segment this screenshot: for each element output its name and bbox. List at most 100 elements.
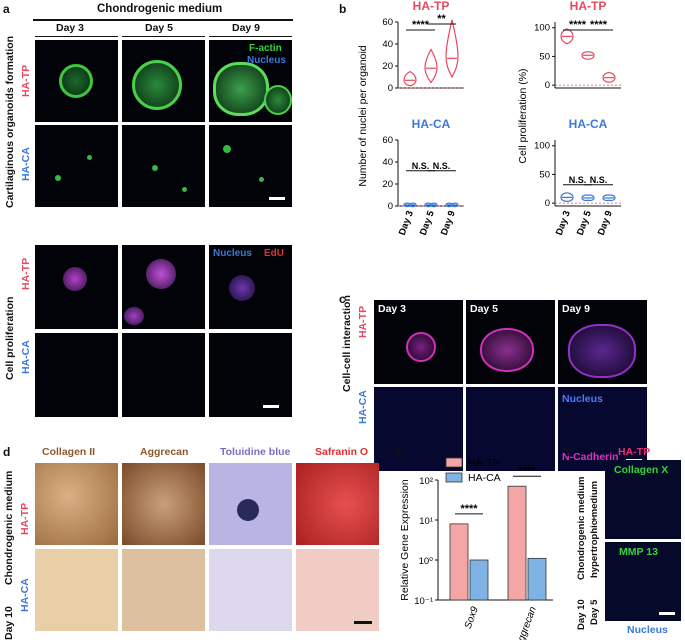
edu-cluster xyxy=(63,267,87,291)
cell xyxy=(223,145,231,153)
scale-bar xyxy=(269,197,285,200)
sig-label: N.S. xyxy=(433,161,451,171)
legend-swatch xyxy=(445,472,463,483)
x-tick-label: Day 5 xyxy=(575,209,594,237)
x-tick-label: Day 9 xyxy=(596,209,615,237)
image-d-ca-collagen xyxy=(35,549,118,631)
image-a-tp-day9: F-actin Nucleus xyxy=(209,40,292,122)
bar xyxy=(527,557,547,601)
image-d-tp-safranin xyxy=(296,463,379,545)
panel-c-row-tp: HA-TP xyxy=(357,305,369,338)
panel-f-side-label3: Day 10 xyxy=(576,599,587,630)
y-tick-label: 20 xyxy=(382,179,393,190)
panel-d-row-ca: HA-CA xyxy=(19,578,31,612)
legend-swatch xyxy=(445,457,463,468)
violin xyxy=(560,192,574,203)
y-tick-label: 10² xyxy=(419,476,433,487)
organoid-small xyxy=(264,85,292,115)
panel-c-day9: Day 9 xyxy=(562,303,591,315)
panel-f-side-label2: hypertrophic medium xyxy=(589,480,600,578)
x-tick-label: Day 3 xyxy=(397,209,416,237)
stain-spot xyxy=(237,499,259,521)
cell xyxy=(55,175,61,181)
legend-label: HA-CA xyxy=(468,472,501,484)
image-c-tp-day3: Day 3 xyxy=(374,300,463,384)
stain-safranin: Safranin O xyxy=(315,446,369,458)
stain-toluidine: Toluidine blue xyxy=(220,446,291,458)
sig-label: **** xyxy=(412,19,430,31)
panel-e-letter: e xyxy=(395,445,402,459)
panel-a-row-ca: HA-CA xyxy=(20,147,32,181)
organoid xyxy=(568,324,636,378)
x-tick-label: Aggrecan xyxy=(513,605,538,640)
image-d-ca-aggrecan xyxy=(122,549,205,631)
y-tick-label: 10⁰ xyxy=(419,556,434,567)
image-a-tp-day5 xyxy=(122,40,205,122)
x-tick-label: Day 5 xyxy=(418,209,437,237)
image-a-ca-day9 xyxy=(209,125,292,207)
y-tick-label: 10¹ xyxy=(419,516,433,527)
image-edu-ca-day3 xyxy=(35,333,118,417)
violin xyxy=(581,194,595,202)
panel-a-prolif-label: Cell proliferation xyxy=(4,296,16,380)
legend-f-mmp: MMP 13 xyxy=(619,546,658,558)
bar xyxy=(507,485,527,601)
violin xyxy=(445,202,459,208)
cell xyxy=(259,177,264,182)
violin xyxy=(581,51,595,60)
panel-a-day9: Day 9 xyxy=(232,22,261,34)
y-tick-label: 40 xyxy=(382,39,393,50)
image-f-collagenx: Collagen X xyxy=(605,460,681,539)
violin xyxy=(445,19,459,79)
image-c-ca-day3 xyxy=(374,387,463,471)
image-f-mmp13: MMP 13 xyxy=(605,542,681,621)
cell xyxy=(87,155,92,160)
violin xyxy=(424,48,438,84)
violin xyxy=(424,202,438,208)
chart-b-title: HA-TP xyxy=(570,0,607,13)
scale-bar xyxy=(659,612,675,615)
panel-a-header-rule xyxy=(33,19,293,21)
sig-label: N.S. xyxy=(569,175,587,185)
y-tick-label: 50 xyxy=(539,169,550,180)
stain-collagen: Collagen II xyxy=(42,446,96,458)
legend-f-nucleus: Nucleus xyxy=(627,624,668,636)
panel-a-day3: Day 3 xyxy=(56,22,85,34)
chart-b-title: HA-CA xyxy=(569,117,608,131)
image-c-tp-day9: Day 9 xyxy=(558,300,647,384)
sig-label: **** xyxy=(569,19,587,31)
panel-a-row-tp: HA-TP xyxy=(20,64,32,97)
image-d-tp-toluidine xyxy=(209,463,292,545)
image-edu-tp-day9: Nucleus EdU xyxy=(209,245,292,329)
violin xyxy=(602,71,616,83)
edu-cluster xyxy=(229,275,255,301)
panel-f-letter: f xyxy=(566,445,570,459)
y-tick-label: 60 xyxy=(382,17,393,28)
legend-nucleus-edu: Nucleus xyxy=(213,248,252,259)
chart-b-title: HA-CA xyxy=(412,117,451,131)
image-edu-tp-day5 xyxy=(122,245,205,329)
cell xyxy=(152,165,158,171)
image-d-tp-collagen xyxy=(35,463,118,545)
panel-e-chart: 10⁻¹ 10⁰ 10¹ 10² Relative Gene Expression ***… xyxy=(399,457,553,640)
sig-label: **** xyxy=(518,465,536,477)
legend-nucleus: Nucleus xyxy=(247,55,286,66)
y-tick-label: 60 xyxy=(382,135,393,146)
image-edu-ca-day5 xyxy=(122,333,205,417)
panel-a-prolif-row-tp: HA-TP xyxy=(20,257,32,290)
organoid xyxy=(59,64,93,98)
day-rule-1 xyxy=(35,36,118,38)
panel-a-group-label: Cartilaginous organoids formation xyxy=(4,35,16,208)
scale-bar xyxy=(263,405,279,408)
bar xyxy=(469,559,489,601)
y-tick-label: 40 xyxy=(382,157,393,168)
violin xyxy=(403,202,417,208)
x-tick-label: Day 3 xyxy=(554,209,573,237)
image-a-ca-day5 xyxy=(122,125,205,207)
panel-d-letter: d xyxy=(3,445,11,459)
image-d-tp-aggrecan xyxy=(122,463,205,545)
y-tick-label: 100 xyxy=(534,141,550,152)
panel-d-side-label2: Day 10 xyxy=(3,606,15,640)
x-tick-label: Day 9 xyxy=(439,209,458,237)
